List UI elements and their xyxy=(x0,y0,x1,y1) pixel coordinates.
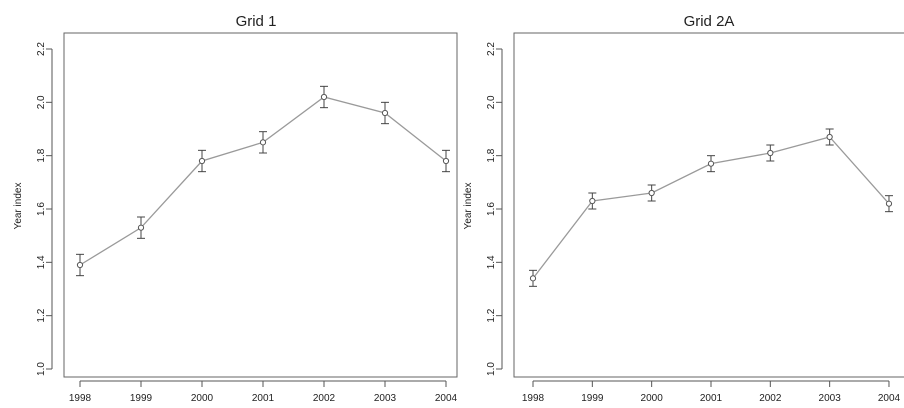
chart-panel-grid-1: Grid 1 Year index 1.01.21.41.61.82.02.21… xyxy=(13,13,458,404)
x-tick-label: 1998 xyxy=(69,393,92,404)
data-point xyxy=(442,157,450,165)
x-tick-label: 2000 xyxy=(191,393,214,404)
y-tick-label: 2.0 xyxy=(486,95,497,109)
x-tick-label: 2001 xyxy=(252,393,275,404)
chart-marks: 1.0 1.2 1.4 1.6 1.8 2.0 2.2 1998 1999 2000 2001 200… xyxy=(486,42,901,404)
y-tick-label: 1.4 xyxy=(486,255,497,269)
y-tick-label: 1.4 xyxy=(36,255,47,269)
chart-title: Grid 2A xyxy=(684,13,735,30)
data-point xyxy=(76,261,84,269)
x-tick-label: 2000 xyxy=(641,393,664,404)
data-point xyxy=(137,224,145,231)
data-point xyxy=(198,157,206,165)
y-axis-label: Year index xyxy=(13,183,24,230)
y-tick-label: 2.0 xyxy=(36,95,47,109)
y-tick-label: 1.0 xyxy=(36,362,47,376)
y-tick-label: 1.6 xyxy=(36,202,47,216)
y-tick-label: 1.8 xyxy=(486,148,497,162)
data-point xyxy=(381,109,389,117)
data-point xyxy=(885,200,893,207)
y-tick-label: 1.8 xyxy=(36,148,47,162)
data-point xyxy=(648,189,655,197)
y-tick-label: 1.6 xyxy=(486,202,497,216)
data-point xyxy=(589,197,596,205)
data-point xyxy=(259,139,267,146)
x-tick-label: 2003 xyxy=(819,393,842,404)
x-tick-label: 2004 xyxy=(435,393,458,404)
data-point xyxy=(707,160,715,167)
plot-frame xyxy=(513,32,904,378)
y-tick-label: 1.0 xyxy=(486,362,497,376)
x-tick-label: 2002 xyxy=(313,393,336,404)
x-tick-label: 1999 xyxy=(130,393,153,404)
y-tick-label: 2.2 xyxy=(36,42,47,56)
series-line xyxy=(79,96,447,266)
data-point xyxy=(320,93,328,101)
x-tick-label: 2003 xyxy=(374,393,397,404)
x-tick-label: 2004 xyxy=(878,393,901,404)
chart-title: Grid 1 xyxy=(236,13,277,30)
data-point xyxy=(529,275,537,282)
x-tick-label: 2001 xyxy=(700,393,723,404)
chart-marks: 1.0 1.2 1.4 1.6 1.8 2.0 2.2 1998 1999 2000 2001 200… xyxy=(36,42,458,404)
y-axis-label: Year index xyxy=(463,183,474,230)
y-tick-label: 1.2 xyxy=(486,308,497,322)
data-point xyxy=(826,133,833,141)
y-tick-label: 1.2 xyxy=(36,308,47,322)
data-point xyxy=(767,149,774,157)
x-tick-label: 1998 xyxy=(522,393,545,404)
x-tick-label: 1999 xyxy=(581,393,604,404)
y-tick-label: 2.2 xyxy=(486,42,497,56)
chart-panel-grid-2a: Grid 2A Year index 1.0 1.2 1.4 1.6 1.8 2.0 2.2… xyxy=(463,13,904,404)
x-tick-label: 2002 xyxy=(759,393,782,404)
plot-frame xyxy=(63,32,458,378)
